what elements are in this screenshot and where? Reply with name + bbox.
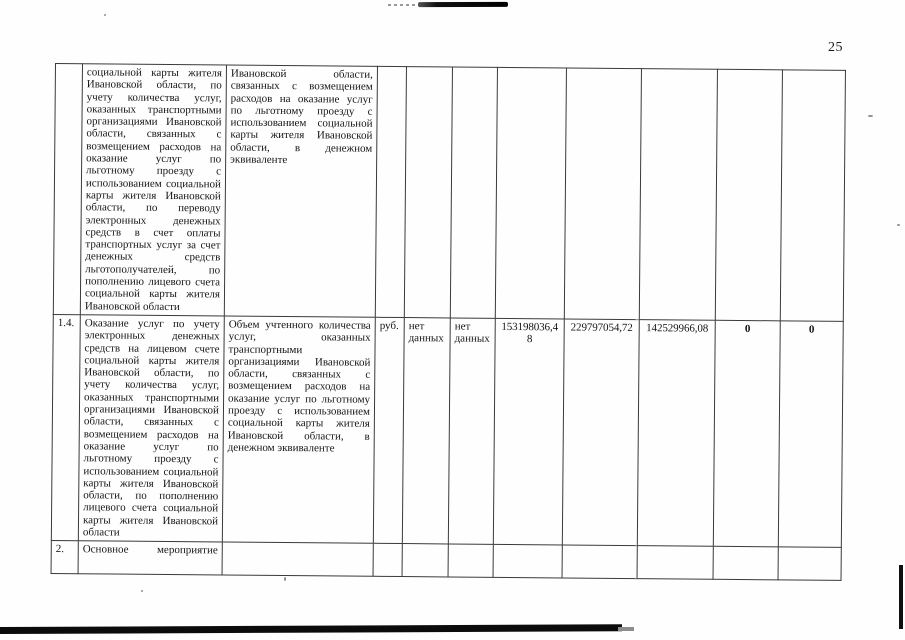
cell-value-2: нет данных bbox=[448, 317, 496, 545]
cell-indicator-text: Ивановской области, связанных с возмещен… bbox=[224, 64, 378, 318]
scan-speck bbox=[897, 224, 900, 226]
cell-value-2 bbox=[448, 544, 494, 578]
cell-value-7 bbox=[780, 69, 846, 322]
cell-value-3 bbox=[493, 544, 563, 579]
cell-value-1 bbox=[402, 543, 449, 578]
table-row: социальной карты жителя Ивановской облас… bbox=[53, 63, 846, 322]
cell-measure-text: Оказание услуг по учету электронных дене… bbox=[78, 314, 225, 543]
scan-speck bbox=[141, 590, 143, 592]
cell-value-4 bbox=[562, 545, 638, 579]
cell-value-2 bbox=[450, 66, 498, 319]
cell-value-6 bbox=[713, 546, 779, 581]
scan-artifact-right-tick bbox=[899, 565, 903, 629]
cell-value-5 bbox=[637, 545, 714, 580]
scan-artifact-bottom-bar bbox=[0, 624, 623, 634]
scan-artifact-bottom-tail bbox=[617, 626, 635, 632]
table-row: 2. Основное мероприятие bbox=[51, 540, 842, 581]
cell-row-num: 2. bbox=[51, 540, 79, 575]
cell-indicator-text bbox=[222, 542, 374, 577]
cell-value-5: 142529966,08 bbox=[637, 319, 716, 547]
cell-value-7 bbox=[778, 547, 842, 581]
report-table: социальной карты жителя Ивановской облас… bbox=[51, 63, 846, 581]
cell-indicator-text: Объем учтенного количества услуг, оказан… bbox=[222, 315, 376, 544]
cell-value-6: 0 bbox=[713, 320, 781, 548]
table-row: 1.4. Оказание услуг по учету электронных… bbox=[51, 314, 844, 548]
cell-value-6 bbox=[715, 69, 783, 321]
cell-unit bbox=[375, 66, 407, 318]
scan-speck bbox=[104, 14, 106, 16]
cell-value-3: 153198036,48 bbox=[493, 318, 565, 546]
cell-row-num: 1.4. bbox=[51, 314, 81, 542]
cell-value-5 bbox=[639, 68, 718, 321]
cell-value-7: 0 bbox=[778, 320, 844, 548]
scan-artifact-top-dashes bbox=[388, 4, 418, 6]
cell-row-num bbox=[53, 63, 83, 315]
cell-value-3 bbox=[495, 67, 567, 319]
scan-speck bbox=[284, 577, 286, 581]
page-number: 25 bbox=[828, 40, 843, 55]
cell-measure-text: Основное мероприятие bbox=[78, 541, 223, 576]
cell-value-4: 229797054,72 bbox=[562, 318, 640, 546]
cell-unit bbox=[373, 543, 403, 577]
cell-unit: руб. bbox=[373, 317, 405, 544]
cell-value-4 bbox=[564, 67, 642, 320]
scan-speck bbox=[868, 115, 873, 117]
cell-value-1 bbox=[404, 66, 453, 318]
cell-value-1: нет данных bbox=[402, 317, 451, 545]
scan-artifact-top-bar bbox=[417, 1, 509, 8]
cell-measure-text: социальной карты жителя Ивановской облас… bbox=[80, 63, 227, 316]
